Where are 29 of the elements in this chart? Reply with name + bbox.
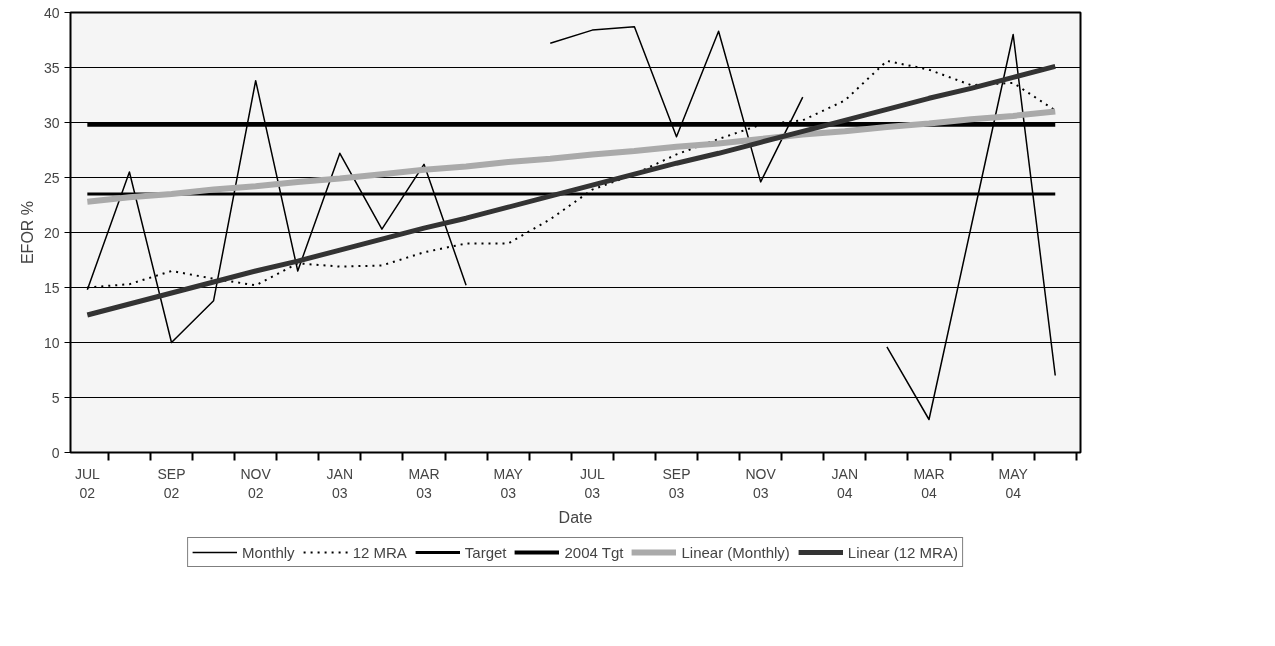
- legend-label: Target: [464, 543, 507, 561]
- y-tick-label: 10: [43, 334, 60, 351]
- x-tick-label: JAN 03: [326, 465, 354, 501]
- x-tick-label: MAY 04: [998, 465, 1029, 501]
- x-tick-label: MAR 03: [408, 465, 440, 501]
- y-tick-label: 35: [43, 59, 60, 76]
- x-tick-label: JAN 04: [831, 465, 859, 501]
- x-tick-label: MAR 04: [913, 465, 945, 501]
- y-axis-title: EFOR %: [18, 200, 36, 265]
- x-tick-label: SEP 03: [662, 465, 691, 501]
- x-tick-label: SEP 02: [157, 465, 186, 501]
- x-tick-label: NOV 03: [745, 465, 777, 501]
- legend-label: 12 MRA: [352, 543, 407, 561]
- y-tick-label: 40: [43, 4, 60, 21]
- y-tick-label: 5: [51, 389, 60, 406]
- y-tick-label: 20: [43, 224, 60, 241]
- y-tick-label: 30: [43, 114, 60, 131]
- x-axis-title: Date: [558, 508, 593, 526]
- x-tick-label: JUL 02: [74, 465, 100, 501]
- legend-label: 2004 Tgt: [564, 543, 624, 561]
- legend-label: Monthly: [242, 543, 295, 561]
- legend-label: Linear (12 MRA): [847, 543, 958, 561]
- y-tick-label: 25: [43, 169, 60, 186]
- x-tick-label: MAY 03: [493, 465, 524, 501]
- y-tick-label: 15: [43, 279, 60, 296]
- legend-label: Linear (Monthly): [681, 543, 790, 561]
- y-tick-label: 0: [51, 444, 60, 461]
- x-tick-label: JUL 03: [579, 465, 605, 501]
- x-tick-label: NOV 02: [240, 465, 272, 501]
